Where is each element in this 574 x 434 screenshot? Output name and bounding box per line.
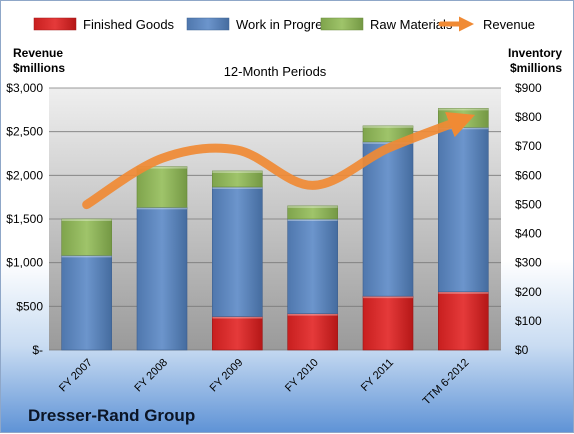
category-label: FY 2010 [283, 357, 321, 395]
bar-finished-goods-edge [288, 314, 338, 316]
bar-work-in-progress [288, 219, 338, 314]
left-axis-title-line1: Revenue [13, 46, 63, 60]
bar-work-in-progress-edge [137, 207, 187, 209]
category-label: FY 2009 [208, 357, 246, 395]
right-tick-label: $0 [515, 343, 529, 357]
right-tick-label: $700 [515, 139, 542, 153]
category-label: FY 2007 [57, 357, 95, 395]
bar-work-in-progress [363, 142, 413, 296]
bar-work-in-progress-edge [288, 219, 338, 221]
left-tick-label: $1,000 [6, 256, 43, 270]
right-tick-label: $800 [515, 110, 542, 124]
bar-raw-materials-edge [438, 108, 488, 110]
bar-raw-materials-edge [62, 219, 112, 221]
legend-item-raw-materials: Raw Materials [321, 17, 453, 32]
right-tick-label: $900 [515, 81, 542, 95]
right-tick-label: $300 [515, 256, 542, 270]
left-tick-label: $500 [16, 299, 43, 313]
bar-finished-goods [363, 296, 413, 350]
bar-finished-goods [288, 314, 338, 350]
category-label: FY 2011 [359, 357, 396, 394]
category-label: TTM 6-2012 [421, 357, 472, 408]
right-axis-ticks: $0 $100 $200 $300 $400 $500 $600 $700 $800 $900 [515, 81, 542, 357]
right-tick-label: $100 [515, 314, 542, 328]
left-axis-ticks: $- $500 $1,000 $1,500 $2,000 $2,500 $3,000 [6, 81, 43, 357]
right-tick-label: $200 [515, 285, 542, 299]
legend-item-work-in-progress: Work in Progress [187, 17, 336, 32]
right-axis-title-line1: Inventory [508, 46, 562, 60]
bar-finished-goods [438, 292, 488, 350]
bar-raw-materials [212, 171, 262, 187]
legend-item-revenue: Revenue [441, 17, 535, 32]
bar-raw-materials [137, 167, 187, 208]
bar-work-in-progress-edge [212, 187, 262, 189]
legend-label-finished-goods: Finished Goods [83, 17, 175, 32]
left-tick-label: $2,500 [6, 125, 43, 139]
bar-work-in-progress [438, 127, 488, 291]
bar-raw-materials [62, 219, 112, 255]
category-label: FY 2008 [132, 357, 170, 395]
right-axis-title-line2: $millions [510, 61, 562, 75]
company-name: Dresser-Rand Group [28, 406, 195, 426]
legend-label-revenue: Revenue [483, 17, 535, 32]
left-tick-label: $2,000 [6, 168, 43, 182]
right-tick-label: $400 [515, 227, 542, 241]
right-tick-label: $500 [515, 197, 542, 211]
right-tick-label: $600 [515, 168, 542, 182]
legend-item-finished-goods: Finished Goods [34, 17, 175, 32]
left-tick-label: $3,000 [6, 81, 43, 95]
bar-work-in-progress [137, 207, 187, 350]
bar-raw-materials-edge [363, 126, 413, 128]
bar-raw-materials-edge [212, 171, 262, 173]
legend: Finished Goods Work in Progress Raw Mate… [34, 17, 535, 32]
left-axis-title-line2: $millions [13, 61, 65, 75]
bar-finished-goods [212, 317, 262, 350]
bar-work-in-progress [212, 187, 262, 317]
left-tick-label: $- [32, 343, 43, 357]
left-tick-label: $1,500 [6, 212, 43, 226]
chart-subtitle: 12-Month Periods [224, 64, 327, 79]
category-labels: FY 2007 FY 2008 FY 2009 FY 2010 FY 2011 TTM 6… [57, 357, 471, 408]
bar-raw-materials-edge [288, 206, 338, 208]
bar-work-in-progress-edge [62, 255, 112, 257]
bar-work-in-progress [62, 255, 112, 350]
